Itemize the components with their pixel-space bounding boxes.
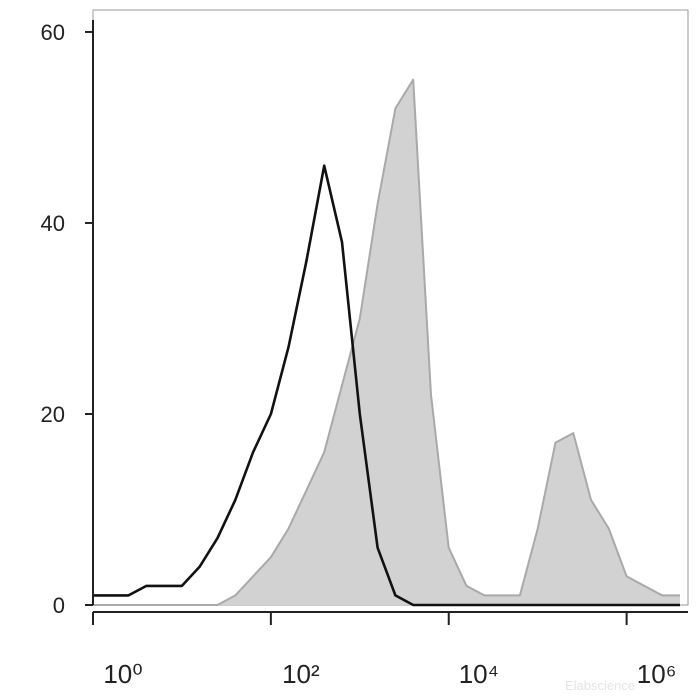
- y-tick-label: 20: [41, 402, 65, 427]
- series-line: [93, 78, 680, 606]
- y-tick-label: 40: [41, 211, 65, 236]
- y-tick-label: 0: [53, 593, 65, 618]
- x-tick-label: 10⁰: [103, 659, 142, 689]
- x-tick-label: 10²: [282, 659, 320, 689]
- x-tick-label: 10⁴: [459, 659, 499, 689]
- y-tick-label: 60: [41, 20, 65, 45]
- area-fill: [93, 79, 680, 605]
- x-tick-label: 10⁶: [637, 659, 677, 689]
- series-line: [93, 164, 680, 607]
- watermark: Elabscience: [565, 678, 635, 693]
